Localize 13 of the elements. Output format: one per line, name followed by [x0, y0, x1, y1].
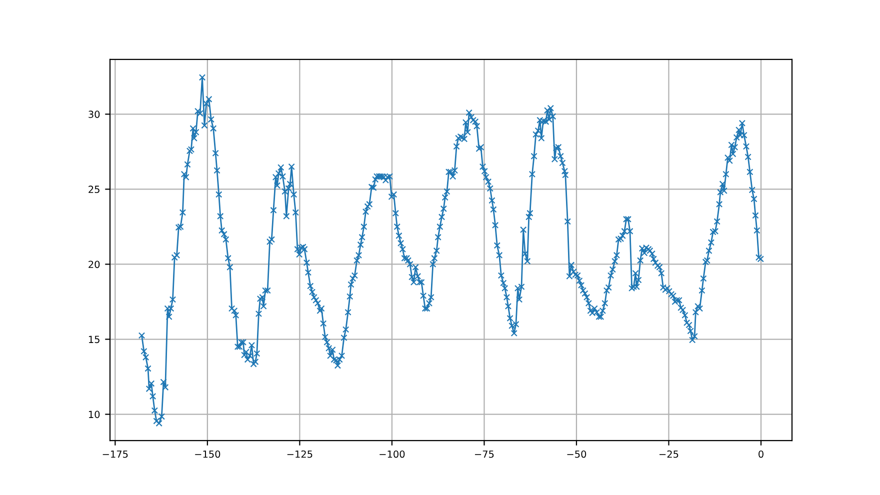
y-tick-label: 10	[88, 410, 100, 418]
x-tick-label: −150	[195, 450, 220, 458]
x-tick-label: −125	[287, 450, 312, 458]
x-tick-label: −50	[567, 450, 586, 458]
x-tick-label: −175	[102, 450, 128, 458]
x-tick-label: 0	[758, 450, 764, 458]
x-tick-label: −25	[660, 450, 678, 458]
x-tick-label: −100	[380, 450, 405, 458]
y-tick-label: 30	[88, 110, 100, 118]
x-tick-label: −75	[474, 450, 494, 458]
y-tick-label: 25	[88, 186, 100, 194]
y-tick-label: 15	[88, 336, 100, 344]
y-tick-label: 20	[88, 260, 100, 268]
